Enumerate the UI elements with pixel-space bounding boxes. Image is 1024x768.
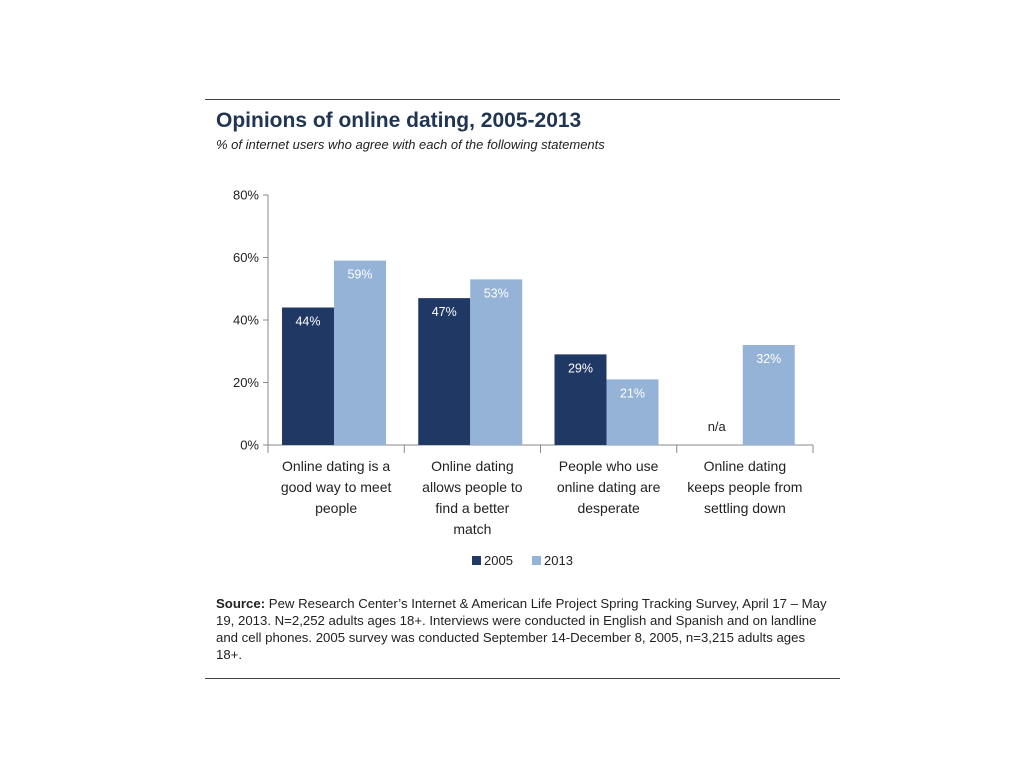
category-label-line: allows people to — [422, 479, 523, 495]
category-label-line: settling down — [704, 500, 786, 516]
legend-swatch-2005 — [472, 556, 481, 565]
legend-swatch-2013 — [532, 556, 541, 565]
legend-label: 2013 — [544, 553, 573, 568]
y-tick-label: 20% — [233, 375, 259, 390]
category-label-line: Online dating — [431, 458, 514, 474]
category-label: Online dating keeps people from settling d… — [687, 458, 802, 516]
y-tick-label: 0% — [240, 438, 259, 453]
source-note: Source: Pew Research Center’s Internet &… — [216, 595, 831, 663]
category-label-line: people — [315, 500, 357, 516]
data-label: 44% — [295, 315, 320, 329]
legend-label: 2005 — [484, 553, 513, 568]
chart-title: Opinions of online dating, 2005-2013 — [216, 109, 582, 132]
category-label-line: match — [453, 521, 491, 537]
data-label: 21% — [620, 386, 645, 400]
source-label: Source: — [216, 596, 266, 611]
category-label-line: good way to meet — [281, 479, 392, 495]
y-tick-label: 40% — [233, 313, 259, 328]
bar-2013 — [606, 379, 659, 445]
y-tick-label: 60% — [233, 250, 259, 265]
data-label: 29% — [568, 361, 593, 375]
data-label: 53% — [484, 286, 509, 300]
category-label: People who use online dating are desperate — [557, 458, 661, 516]
bottom-rule — [205, 678, 840, 679]
category-label-line: online dating are — [557, 479, 661, 495]
data-label: 32% — [756, 352, 781, 366]
category-label: Online dating is a good way to meet people — [281, 458, 392, 516]
category-label-line: Online dating is a — [282, 458, 390, 474]
category-label-line: keeps people from — [687, 479, 802, 495]
bar-chart: 0% 20% 40% 60% 80% 44% 59% Online dating is a go… — [233, 188, 814, 568]
source-text: Pew Research Center’s Internet & America… — [216, 596, 827, 662]
category-label-line: Online dating — [704, 458, 787, 474]
category-label-line: People who use — [559, 458, 659, 474]
category-label-line: find a better — [435, 500, 509, 516]
category-label: Online dating allows people to find a bett… — [422, 458, 523, 537]
chart-subtitle: % of internet users who agree with each … — [216, 137, 605, 152]
bar-2005 — [282, 307, 334, 445]
data-label-na: n/a — [708, 419, 727, 434]
bar-2005 — [554, 354, 607, 445]
y-tick-label: 80% — [233, 188, 259, 203]
bar-2013 — [334, 260, 386, 445]
top-rule — [205, 99, 840, 100]
bar-2013 — [470, 279, 523, 445]
bar-2013 — [742, 345, 795, 445]
data-label: 47% — [432, 305, 457, 319]
bar-2005 — [418, 298, 471, 445]
data-label: 59% — [347, 268, 372, 282]
category-label-line: desperate — [577, 500, 639, 516]
